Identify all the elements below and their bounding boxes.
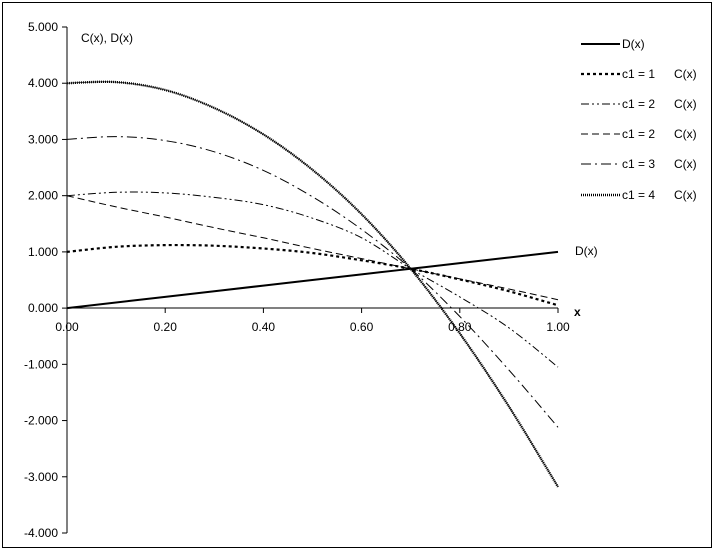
series-line-3: [66, 191, 559, 368]
x-tick-label: 0.80: [448, 320, 472, 334]
y-tick-label: 2.000: [28, 189, 58, 203]
y-tick-label: 5.000: [28, 20, 58, 34]
legend-label-suffix-5: C(x): [674, 157, 697, 171]
legend-label-suffix-4: C(x): [674, 127, 697, 141]
x-tick-label: 0.60: [350, 320, 374, 334]
legend-label-2: c1 = 1: [622, 67, 655, 81]
x-tick-label: 1.00: [546, 320, 570, 334]
y-tick-label: -4.000: [24, 526, 58, 540]
series-line-6-outline: [66, 81, 559, 488]
y-axis-label: C(x), D(x): [81, 31, 133, 45]
x-tick-label: 0.00: [55, 320, 79, 334]
x-axis-label: x: [574, 305, 581, 319]
y-tick-label: 0.000: [28, 301, 58, 315]
legend-label-1: D(x): [622, 37, 645, 51]
y-tick-label: -1.000: [24, 357, 58, 371]
y-tick-label: 3.000: [28, 132, 58, 146]
y-tick-label: 4.000: [28, 76, 58, 90]
x-tick-label: 0.20: [154, 320, 178, 334]
series-line-2: [66, 243, 559, 307]
series-line-5: [66, 136, 559, 428]
curve-label-dx: D(x): [575, 244, 598, 258]
legend-label-4: c1 = 2: [622, 127, 655, 141]
x-tick-label: 0.40: [252, 320, 276, 334]
legend-label-6: c1 = 4: [622, 188, 655, 202]
y-tick-label: -3.000: [24, 470, 58, 484]
y-tick-label: 1.000: [28, 245, 58, 259]
legend-label-5: c1 = 3: [622, 157, 655, 171]
legend-label-suffix-2: C(x): [674, 67, 697, 81]
series-line-1: [66, 250, 559, 310]
y-tick-label: -2.000: [24, 414, 58, 428]
legend-label-suffix-6: C(x): [674, 188, 697, 202]
legend-label-suffix-3: C(x): [674, 97, 697, 111]
legend-label-3: c1 = 2: [622, 97, 655, 111]
